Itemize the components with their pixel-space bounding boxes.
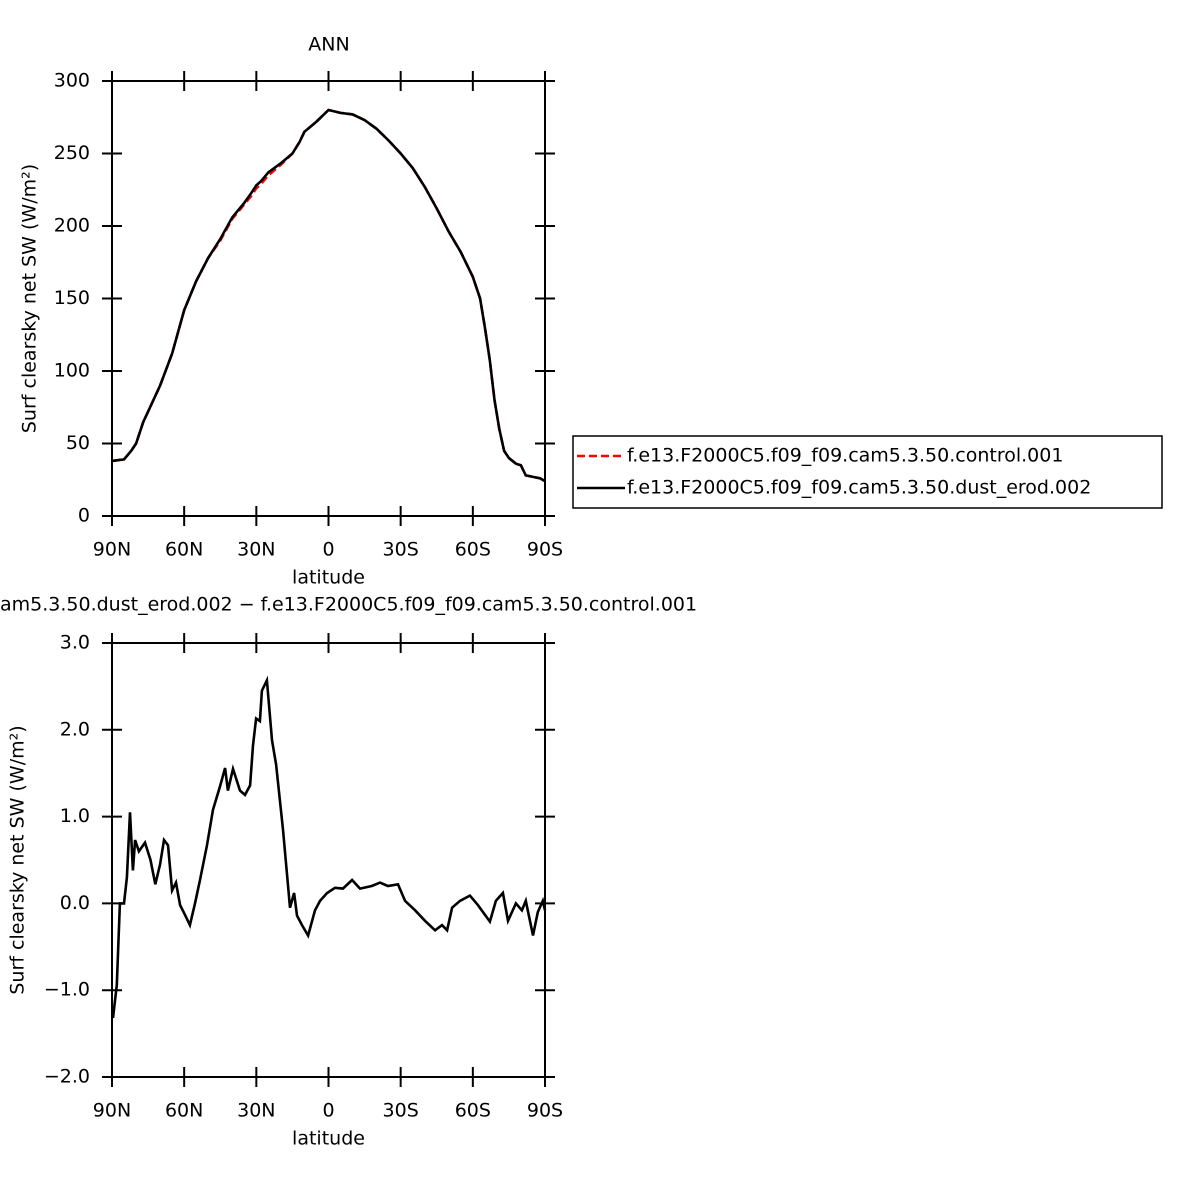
data-line bbox=[111, 675, 547, 1019]
data-line bbox=[111, 108, 546, 483]
legend-label: f.e13.F2000C5.f09_f09.cam5.3.50.control.… bbox=[627, 445, 1063, 467]
y-tick-label: −2.0 bbox=[44, 1066, 90, 1088]
x-tick-label: 0 bbox=[322, 1100, 334, 1122]
x-tick-label: 30N bbox=[237, 1100, 275, 1122]
legend-box bbox=[572, 435, 1163, 509]
x-axis-label: latitude bbox=[292, 567, 365, 589]
y-tick-label: 0.0 bbox=[60, 892, 90, 914]
chart-title: ANN bbox=[308, 34, 349, 56]
y-tick-label: 50 bbox=[66, 432, 90, 454]
x-tick-label: 30N bbox=[237, 539, 275, 561]
y-tick-label: 150 bbox=[54, 287, 90, 309]
y-tick-label: 250 bbox=[54, 142, 90, 164]
x-tick-label: 60N bbox=[165, 1100, 203, 1122]
x-tick-label: 30S bbox=[383, 1100, 419, 1122]
chart-title: am5.3.50.dust_erod.002 − f.e13.F2000C5.f… bbox=[0, 594, 697, 616]
x-tick-label: 60S bbox=[455, 539, 491, 561]
y-tick-label: 100 bbox=[54, 360, 90, 382]
x-tick-label: 90S bbox=[527, 1100, 563, 1122]
x-axis-label: latitude bbox=[292, 1128, 365, 1150]
x-tick-label: 90S bbox=[527, 539, 563, 561]
plot-frame bbox=[111, 642, 546, 1078]
y-tick-label: 2.0 bbox=[60, 718, 90, 740]
x-tick-label: 90N bbox=[93, 539, 131, 561]
y-axis-label: Surf clearsky net SW (W/m²) bbox=[7, 725, 29, 994]
y-tick-label: 1.0 bbox=[60, 805, 90, 827]
y-tick-label: −1.0 bbox=[44, 979, 90, 1001]
x-tick-label: 30S bbox=[383, 539, 419, 561]
legend-label: f.e13.F2000C5.f09_f09.cam5.3.50.dust_ero… bbox=[627, 477, 1091, 499]
y-axis-label: Surf clearsky net SW (W/m²) bbox=[19, 164, 41, 433]
x-tick-label: 60N bbox=[165, 539, 203, 561]
x-tick-label: 90N bbox=[93, 1100, 131, 1122]
x-tick-label: 60S bbox=[455, 1100, 491, 1122]
y-tick-label: 0 bbox=[78, 505, 90, 527]
y-tick-label: 200 bbox=[54, 215, 90, 237]
y-tick-label: 300 bbox=[54, 70, 90, 92]
plot-frame bbox=[111, 80, 546, 517]
y-tick-label: 3.0 bbox=[60, 632, 90, 654]
x-tick-label: 0 bbox=[322, 539, 334, 561]
